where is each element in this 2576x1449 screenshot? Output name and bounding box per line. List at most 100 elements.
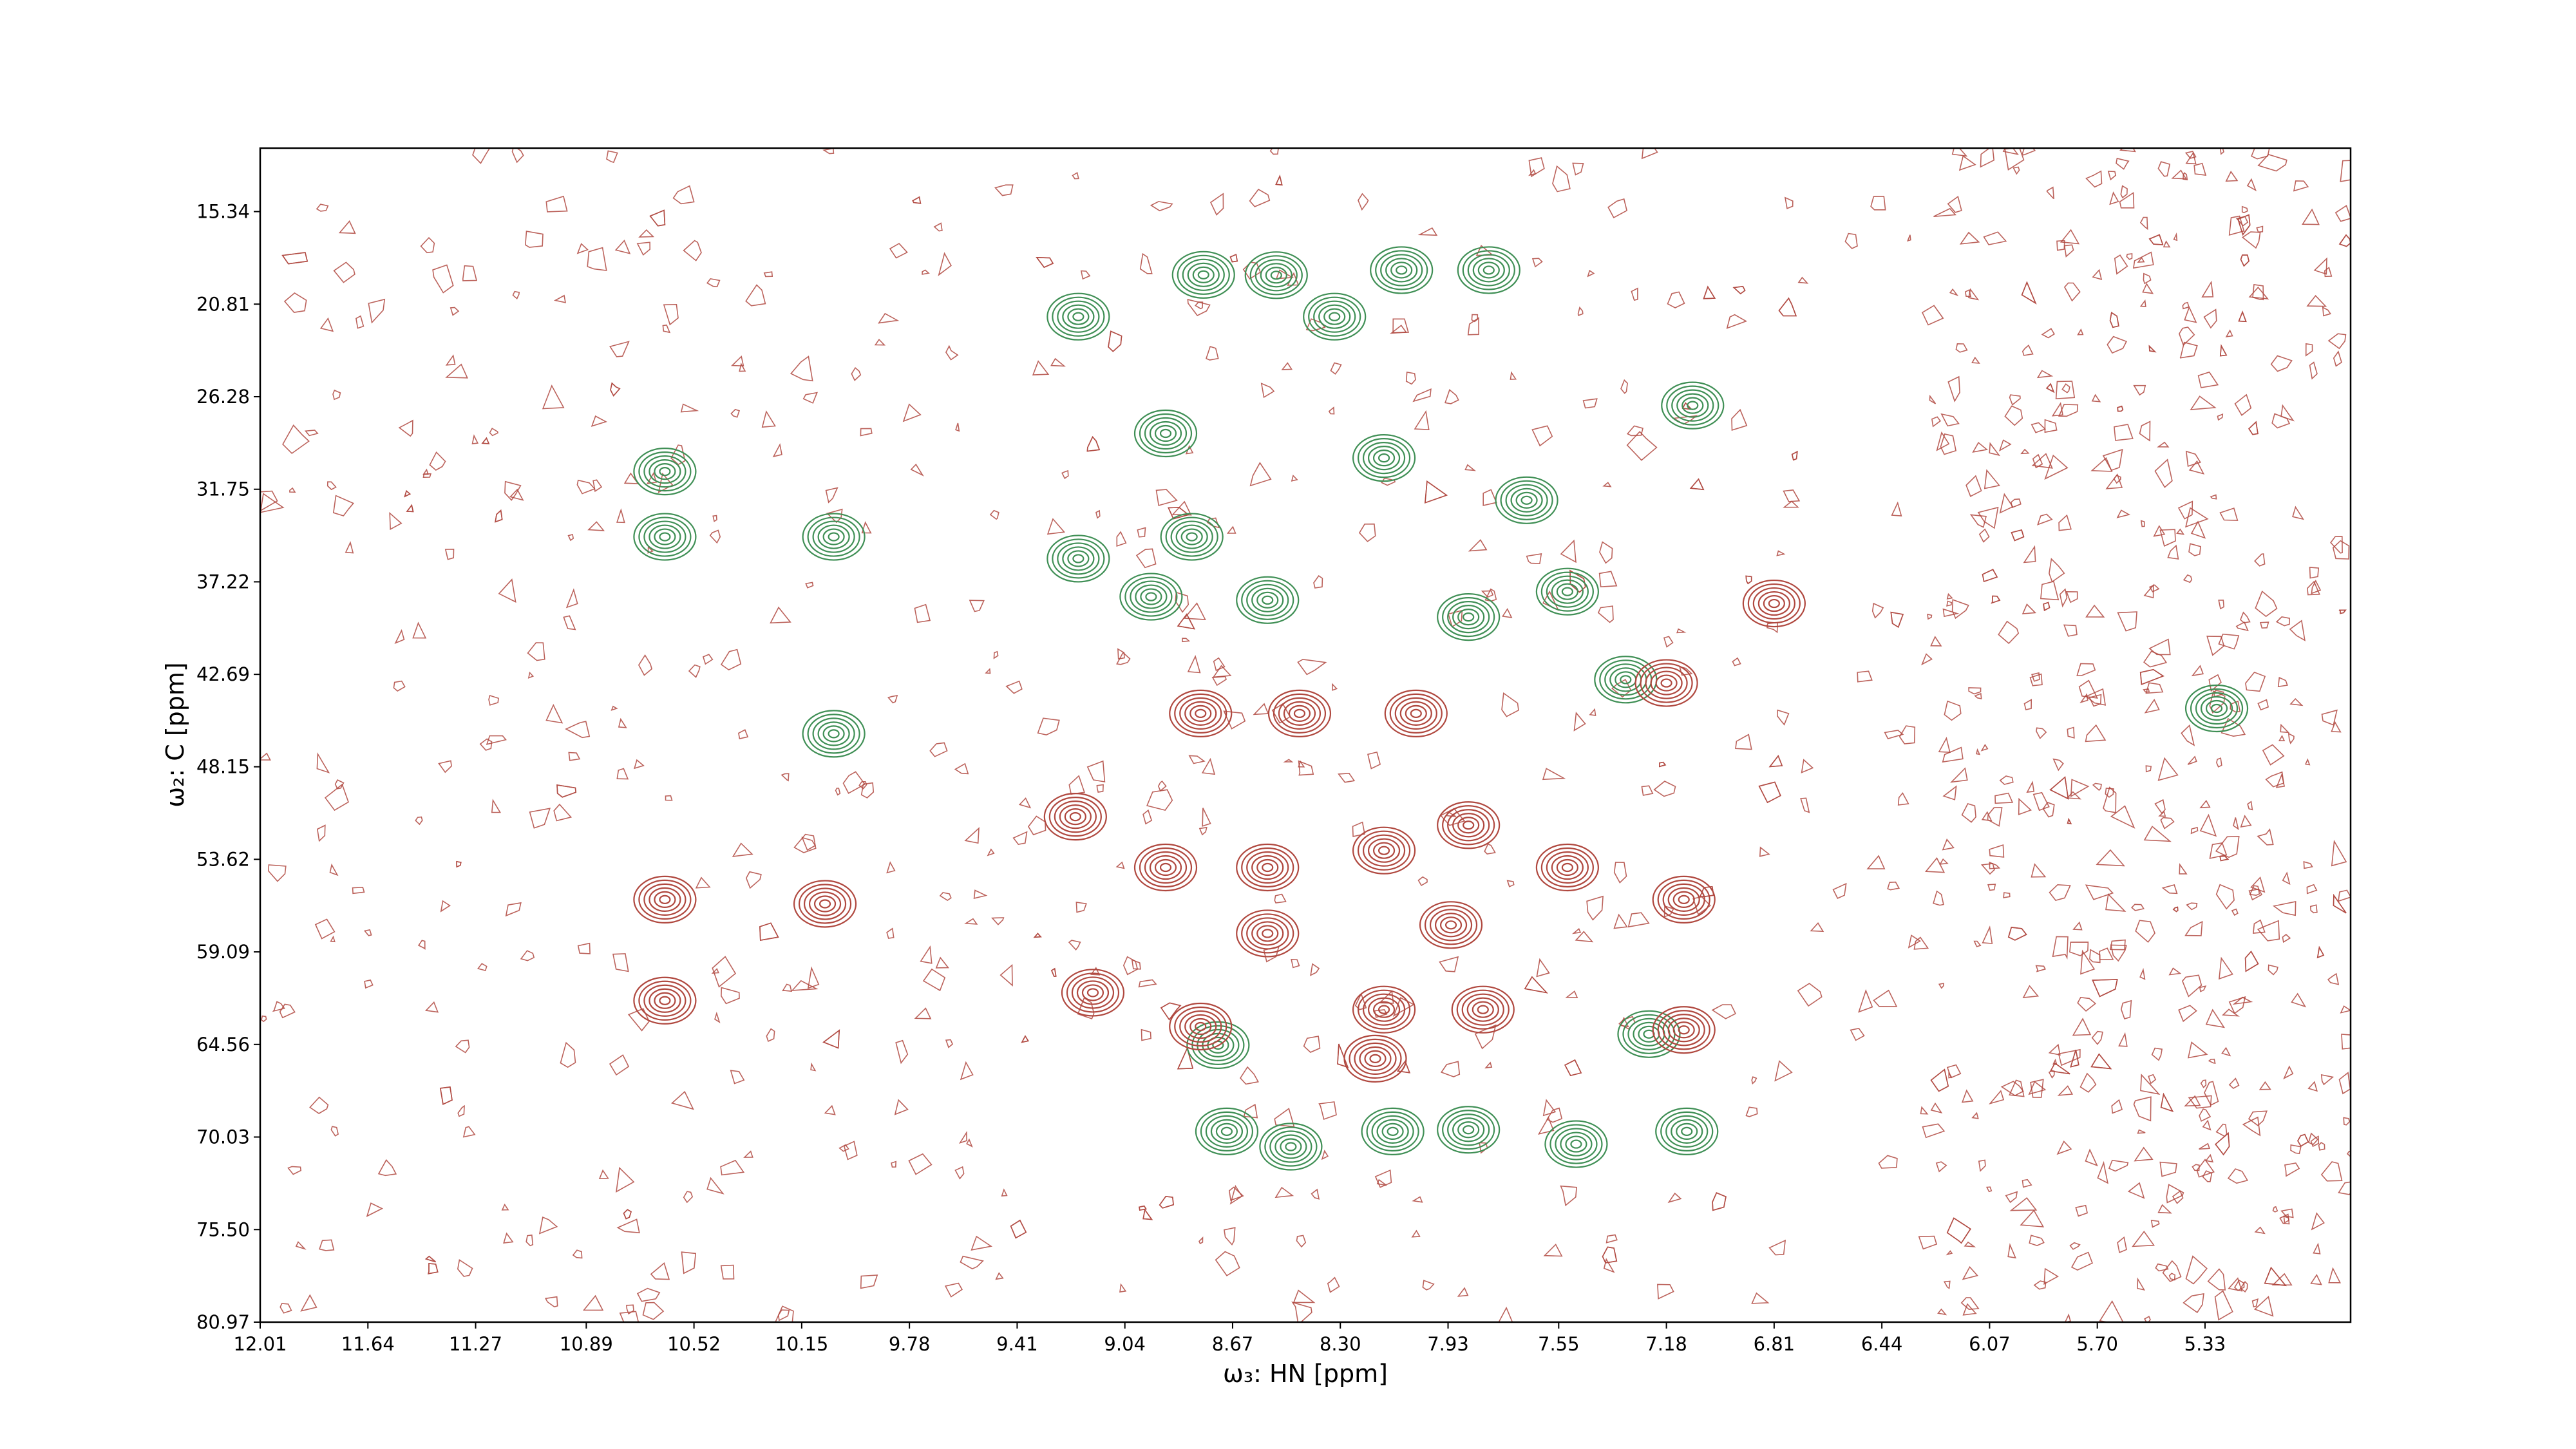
noise-contour — [2085, 724, 2107, 743]
noise-contour — [2215, 884, 2235, 910]
peak-contour — [1520, 495, 1533, 505]
peak-contour — [1359, 1046, 1392, 1071]
noise-contour — [363, 929, 372, 936]
noise-contour — [2029, 1235, 2045, 1246]
noise-contour — [2182, 301, 2190, 310]
peak-contour — [1246, 851, 1289, 884]
noise-contour — [999, 963, 1013, 987]
noise-contour — [512, 290, 520, 299]
noise-contour — [2262, 744, 2285, 766]
peak-contour — [1452, 1117, 1485, 1142]
peak-contour — [1676, 393, 1709, 418]
noise-contour — [486, 735, 507, 745]
noise-contour — [1965, 475, 1982, 497]
noise-contour — [706, 278, 721, 288]
noise-contour — [1866, 855, 1886, 869]
noise-contour — [1213, 657, 1226, 672]
noise-contour — [2302, 208, 2320, 225]
noise-contour — [1980, 863, 1995, 875]
noise-contour — [1142, 1208, 1153, 1220]
noise-contour — [2009, 1197, 2038, 1211]
noise-contour — [2218, 600, 2225, 610]
peak-contour — [643, 984, 687, 1017]
noise-contour — [389, 511, 402, 531]
noise-contour — [565, 588, 578, 609]
noise-contour — [2063, 624, 2078, 637]
noise-contour — [945, 1039, 954, 1048]
peak-contour — [1241, 913, 1294, 954]
noise-contour — [1627, 912, 1650, 928]
noise-contour — [1968, 687, 1982, 695]
noise-contour — [1177, 613, 1195, 630]
noise-contour — [420, 236, 435, 254]
noise-contour — [1973, 940, 1982, 947]
noise-contour — [2148, 638, 2171, 656]
noise-contour — [2242, 1116, 2261, 1137]
noise-contour — [825, 487, 838, 504]
noise-contour — [1159, 1195, 1174, 1209]
noise-contour — [2292, 506, 2305, 520]
noise-contour — [2166, 1184, 2184, 1204]
noise-contour — [1676, 628, 1687, 634]
peak-contour — [1672, 1021, 1695, 1039]
noise-contour — [1215, 1251, 1240, 1276]
noise-contour — [1921, 305, 1944, 326]
noise-contour — [702, 654, 714, 665]
x-tick-label: 12.01 — [233, 1333, 287, 1355]
noise-contour — [338, 220, 356, 234]
noise-contour — [938, 252, 952, 276]
peak-contour — [1380, 254, 1423, 287]
noise-contour — [1358, 523, 1376, 542]
noise-contour — [2075, 1204, 2088, 1217]
noise-contour — [908, 1153, 933, 1175]
peak-contour — [1429, 909, 1473, 942]
noise-contour — [1971, 356, 1980, 364]
noise-contour — [1367, 751, 1381, 770]
peak-contour — [1752, 587, 1795, 620]
noise-contour — [505, 902, 522, 917]
noise-contour — [1202, 808, 1211, 827]
peak-contour — [1371, 1115, 1414, 1148]
noise-contour — [2289, 697, 2304, 706]
noise-contour — [985, 668, 991, 674]
noise-contour — [2254, 553, 2266, 567]
noise-contour — [576, 479, 596, 495]
noise-contour — [2103, 786, 2117, 813]
noise-contour — [527, 671, 535, 679]
noise-contour — [2061, 383, 2070, 393]
peak-contour — [1457, 246, 1520, 294]
peak-contour — [1313, 300, 1356, 333]
peak-contour — [1149, 421, 1182, 446]
noise-contour — [1061, 469, 1069, 479]
noise-contour — [2178, 1005, 2197, 1023]
noise-contour — [2283, 1065, 2294, 1080]
noise-contour — [1502, 608, 1513, 618]
noise-contour — [2289, 620, 2306, 641]
peak-contour — [1195, 1021, 1207, 1032]
peak-contour — [1215, 1122, 1238, 1140]
noise-contour — [450, 307, 460, 316]
noise-contour — [2235, 216, 2249, 227]
noise-contour — [509, 488, 524, 501]
peak-contour — [1154, 424, 1177, 442]
noise-contour — [1183, 602, 1206, 620]
noise-contour — [1484, 1061, 1493, 1069]
noise-contour — [1613, 913, 1628, 929]
noise-contour — [1310, 963, 1320, 976]
noise-contour — [1080, 270, 1091, 280]
peak-contour — [1544, 1120, 1608, 1168]
noise-contour — [2215, 1123, 2228, 1137]
noise-contour — [2186, 902, 2198, 911]
noise-contour — [491, 799, 502, 813]
noise-contour — [1969, 514, 1987, 528]
noise-contour — [1243, 1103, 1258, 1119]
noise-contour — [2032, 791, 2050, 811]
peak-contour — [1308, 296, 1361, 337]
noise-contour — [2306, 884, 2318, 895]
noise-contour — [822, 148, 835, 155]
noise-contour — [1560, 1185, 1577, 1207]
noise-contour — [2056, 1141, 2072, 1155]
noise-contour — [874, 338, 886, 346]
peak-contour — [1378, 453, 1390, 463]
peak-contour — [1200, 1111, 1254, 1151]
